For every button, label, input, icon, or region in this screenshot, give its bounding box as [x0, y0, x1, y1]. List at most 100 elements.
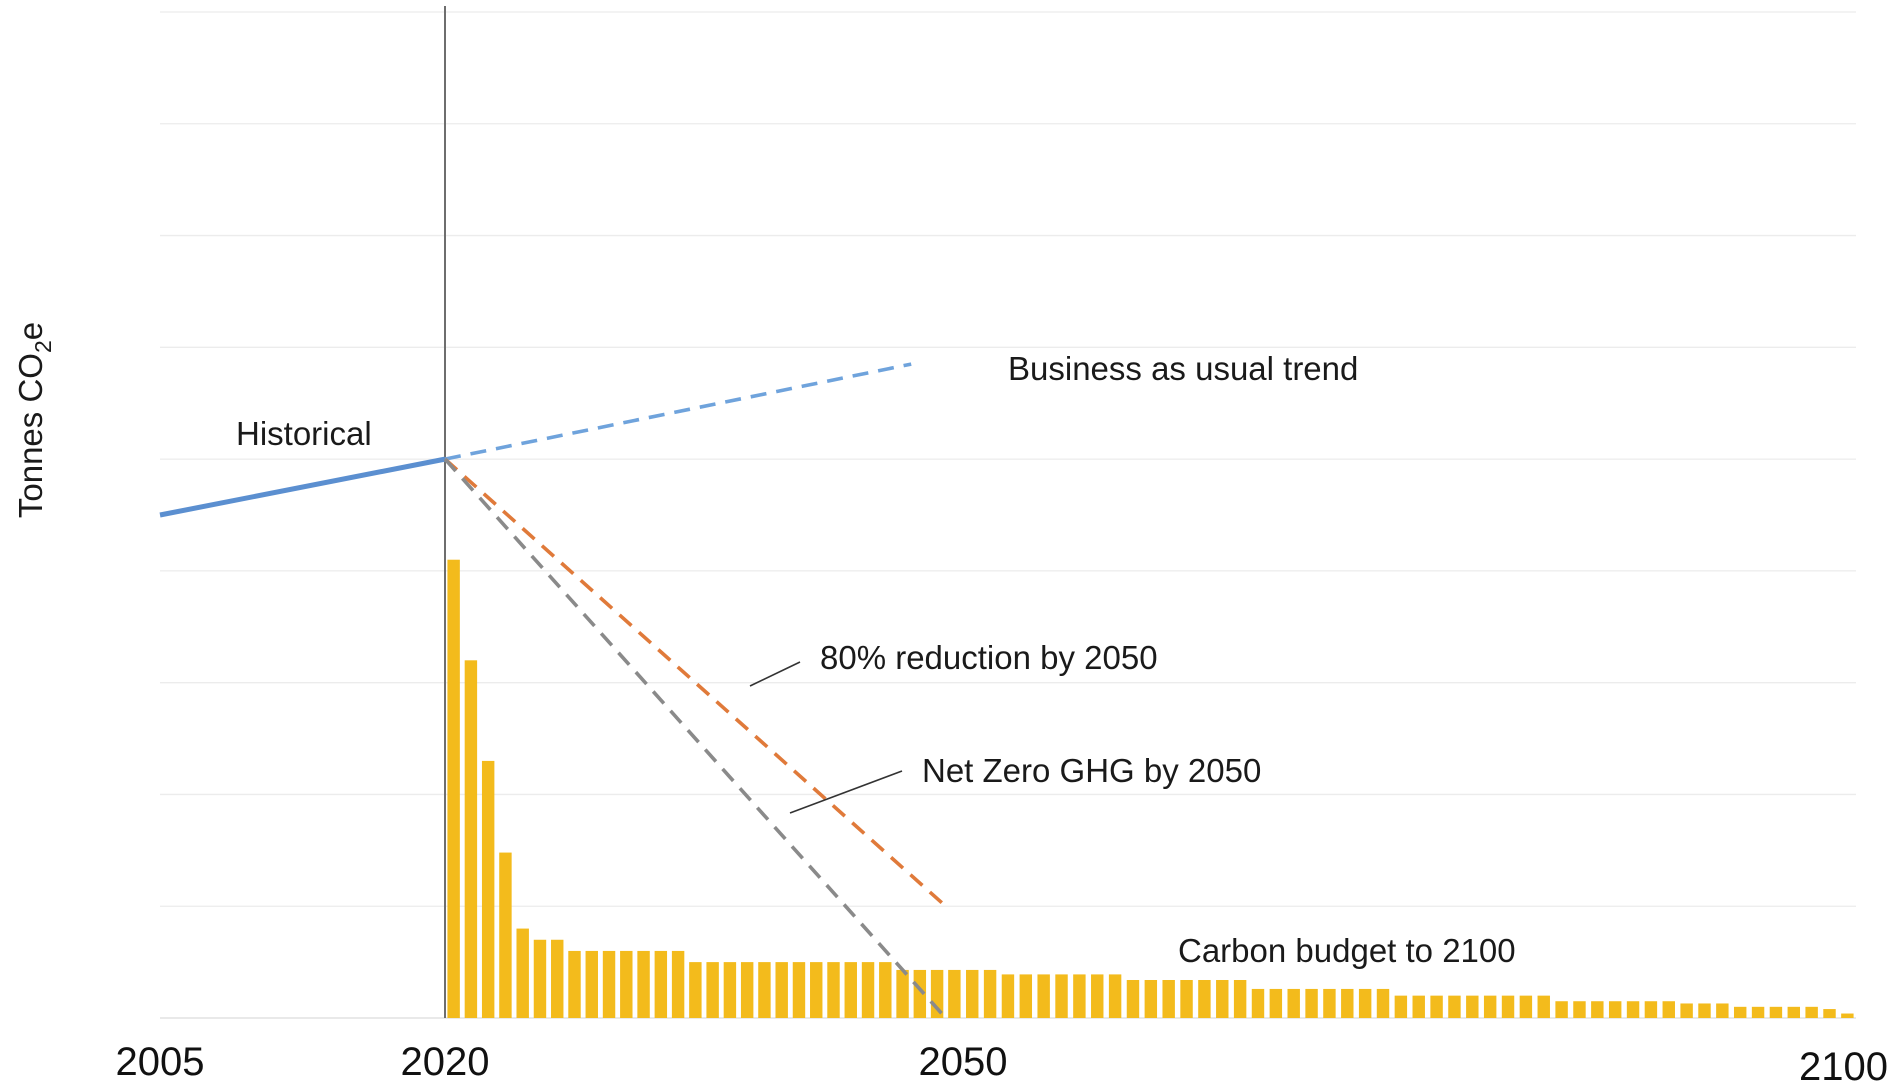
budget-bar [637, 950, 650, 1018]
budget-bar [602, 950, 616, 1018]
budget-bar [1358, 988, 1372, 1018]
y-axis-label-prefix: Tonnes CO [12, 353, 49, 518]
budget-bar [1448, 995, 1461, 1018]
budget-bar [706, 962, 719, 1018]
budget-bar [533, 939, 547, 1018]
budget-bar [1626, 1001, 1640, 1018]
annotation-net-zero: Net Zero GHG by 2050 [922, 752, 1261, 789]
budget-bar [948, 969, 961, 1018]
budget-bar [689, 962, 702, 1018]
budget-bar [499, 852, 512, 1018]
budget-bar [1805, 1006, 1818, 1018]
budget-bar [1501, 995, 1515, 1018]
budget-bar [1466, 995, 1479, 1018]
budget-bar [1341, 988, 1354, 1018]
budget-bar [1305, 988, 1318, 1018]
budget-bar [1537, 995, 1550, 1018]
budget-bar [861, 962, 875, 1018]
budget-bar [551, 939, 564, 1018]
budget-bar [1608, 1001, 1622, 1018]
budget-bar [1108, 974, 1122, 1018]
annotation-business-as-usual: Business as usual trend [1008, 350, 1358, 387]
budget-bar [1430, 995, 1443, 1018]
budget-bar [879, 962, 892, 1018]
budget-bar [1162, 979, 1175, 1018]
x-tick-label: 2100 [1799, 1045, 1888, 1088]
budget-bar [1519, 995, 1533, 1018]
budget-bar [1787, 1006, 1801, 1018]
budget-bar [1269, 988, 1283, 1018]
budget-bar [1055, 974, 1068, 1018]
budget-bar [1716, 1003, 1729, 1018]
trend-lines [159, 362, 948, 1020]
budget-bar [1126, 979, 1140, 1018]
budget-bar [792, 962, 806, 1018]
budget-bar [810, 962, 823, 1018]
budget-bar [516, 928, 529, 1018]
budget-bar [827, 962, 840, 1018]
budget-bar [1591, 1001, 1604, 1018]
budget-bar [896, 969, 909, 1018]
reduction-80pct-line [443, 457, 947, 908]
budget-bar [1323, 988, 1336, 1018]
budget-bar [1769, 1006, 1783, 1018]
budget-bar [1662, 1001, 1675, 1018]
net-zero-line [443, 457, 948, 1020]
budget-bar [1644, 1001, 1658, 1018]
budget-bar [1198, 979, 1211, 1018]
budget-bar [1698, 1003, 1711, 1018]
budget-bar [1180, 979, 1193, 1018]
budget-bar [585, 950, 598, 1018]
budget-bar [1733, 1006, 1747, 1018]
budget-bar [654, 950, 668, 1018]
budget-bar [913, 969, 927, 1018]
annotation-80pct-reduction: 80% reduction by 2050 [820, 639, 1158, 676]
historical-line [159, 456, 446, 518]
y-axis-label-subscript: 2 [30, 340, 56, 353]
budget-bar [1680, 1003, 1693, 1018]
budget-bar [620, 950, 633, 1018]
budget-bar [844, 962, 857, 1018]
budget-bar [1573, 1001, 1586, 1018]
budget-bar [671, 950, 685, 1018]
budget-bar [568, 950, 581, 1018]
budget-bar [1376, 988, 1390, 1018]
grid-lines [160, 11, 1856, 1019]
budget-bar [1412, 995, 1425, 1018]
leader-80pct [749, 661, 801, 687]
budget-bar [1251, 988, 1265, 1018]
budget-bar [1144, 979, 1158, 1018]
x-tick-label: 2020 [401, 1040, 490, 1084]
budget-bar [1216, 979, 1229, 1018]
budget-bar [723, 962, 737, 1018]
budget-bar [1555, 1001, 1568, 1018]
annotation-historical: Historical [236, 415, 372, 452]
y-axis-label-suffix: e [12, 322, 49, 340]
budget-bar [1091, 974, 1104, 1018]
annotation-leader-lines [749, 661, 903, 814]
budget-bar [1823, 1009, 1836, 1018]
budget-bar [1233, 979, 1247, 1018]
budget-bar [1019, 974, 1033, 1018]
budget-bar [1751, 1006, 1765, 1018]
budget-bar [464, 660, 478, 1018]
budget-bar [1287, 988, 1300, 1018]
business-as-usual-line [444, 362, 912, 461]
budget-bar [447, 559, 460, 1018]
budget-bar [740, 962, 754, 1018]
budget-bar [1037, 974, 1050, 1018]
x-tick-label: 2005 [116, 1040, 205, 1084]
x-tick-label: 2050 [919, 1040, 1008, 1084]
budget-bar [1073, 974, 1086, 1018]
budget-bar [983, 969, 997, 1018]
carbon-budget-bars [447, 559, 1854, 1018]
leader-net-zero [789, 770, 903, 814]
annotation-carbon-budget: Carbon budget to 2100 [1178, 932, 1516, 969]
budget-bar [1841, 1013, 1854, 1018]
budget-bar [1483, 995, 1497, 1018]
x-axis-tick-labels: 2005 2020 2050 2100 [116, 1040, 1888, 1088]
budget-bar [1001, 974, 1015, 1018]
budget-bar [758, 962, 771, 1018]
budget-bar [481, 760, 495, 1018]
